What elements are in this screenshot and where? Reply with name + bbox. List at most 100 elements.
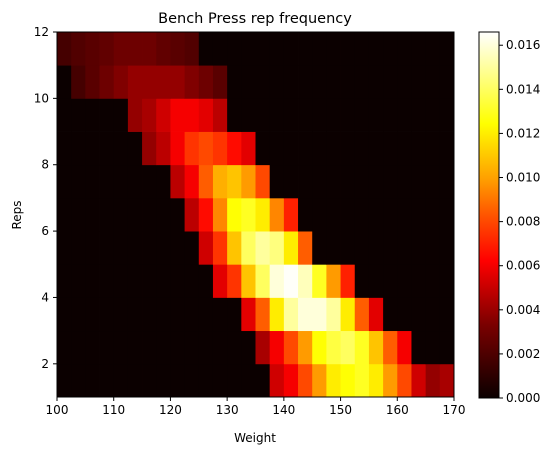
heatmap-cell: [255, 330, 271, 365]
heatmap-cell: [255, 297, 271, 332]
heatmap-cell: [298, 297, 313, 332]
heatmap-cell: [127, 330, 143, 365]
heatmap-cell: [142, 330, 157, 365]
heatmap-cell: [170, 164, 186, 199]
heatmap-cell: [312, 330, 327, 365]
heatmap-cell: [71, 363, 86, 398]
heatmap-cell: [326, 330, 341, 365]
heatmap-cell: [57, 98, 72, 132]
heatmap-cell: [127, 98, 143, 132]
heatmap-cell: [241, 330, 256, 365]
heatmap-cell: [85, 297, 100, 332]
y-tick-label: 8: [41, 158, 49, 172]
heatmap-cell: [368, 65, 384, 99]
heatmap-cell: [99, 98, 115, 132]
heatmap-cell: [439, 297, 455, 332]
heatmap-cell: [340, 131, 356, 166]
heatmap-cell: [298, 330, 313, 365]
heatmap-cell: [283, 363, 299, 398]
heatmap-cell: [156, 65, 171, 99]
heatmap-cell: [127, 65, 143, 99]
heatmap-cell: [113, 131, 129, 166]
heatmap-cell: [312, 264, 327, 298]
heatmap-cell: [269, 264, 285, 298]
heatmap-cell: [212, 164, 228, 199]
colorbar-tick-label: 0.016: [506, 38, 540, 52]
heatmap-cell: [170, 363, 186, 398]
heatmap-cell: [255, 98, 271, 132]
heatmap-cell: [326, 65, 341, 99]
heatmap-cell: [156, 98, 171, 132]
heatmap-cell: [99, 264, 115, 298]
heatmap-cell: [312, 363, 327, 398]
heatmap-cell: [312, 297, 327, 332]
heatmap-cell: [170, 264, 186, 298]
heatmap-cell: [298, 264, 313, 298]
heatmap-cell: [397, 330, 412, 365]
colorbar: [478, 31, 500, 399]
heatmap-cell: [99, 297, 115, 332]
heatmap-cell: [383, 264, 398, 298]
heatmap-cell: [127, 264, 143, 298]
heatmap-cell: [439, 65, 455, 99]
heatmap-cell: [142, 164, 157, 199]
heatmap-cell: [425, 131, 441, 166]
heatmap-cell: [85, 65, 100, 99]
x-tick-label: 170: [443, 403, 466, 417]
x-tick-label: 130: [216, 403, 239, 417]
heatmap-cell: [85, 32, 100, 66]
heatmap-cell: [184, 65, 200, 99]
heatmap-cell: [142, 98, 157, 132]
heatmap-cell: [354, 363, 370, 398]
heatmap-cell: [57, 65, 72, 99]
heatmap-cell: [425, 32, 441, 66]
heatmap-cell: [212, 264, 228, 298]
heatmap-cell: [283, 32, 299, 66]
colorbar-tick-label: 0.014: [506, 82, 540, 96]
heatmap-cell: [198, 197, 214, 232]
heatmap-cell: [326, 363, 341, 398]
colorbar-tick-label: 0.006: [506, 259, 540, 273]
heatmap-cell: [227, 32, 242, 66]
heatmap-cell: [113, 164, 129, 199]
heatmap-cell: [283, 131, 299, 166]
heatmap-cell: [298, 32, 313, 66]
heatmap-cell: [113, 363, 129, 398]
heatmap-cell: [170, 231, 186, 265]
heatmap-cell: [397, 264, 412, 298]
heatmap-cell: [227, 231, 242, 265]
heatmap-cell: [326, 32, 341, 66]
heatmap-cell: [269, 231, 285, 265]
heatmap-cell: [425, 164, 441, 199]
heatmap-cell: [99, 330, 115, 365]
heatmap-cell: [312, 32, 327, 66]
heatmap-cell: [170, 98, 186, 132]
heatmap-cell: [411, 231, 427, 265]
heatmap-cell: [326, 297, 341, 332]
heatmap-cell: [255, 197, 271, 232]
heatmap-cell: [198, 32, 214, 66]
heatmap-cell: [425, 98, 441, 132]
y-tick-label: 6: [41, 224, 49, 238]
heatmap-cell: [71, 330, 86, 365]
heatmap-cell: [85, 98, 100, 132]
heatmap-cell: [298, 363, 313, 398]
heatmap-cell: [127, 164, 143, 199]
colorbar-tick-label: 0.012: [506, 126, 540, 140]
heatmap-cell: [57, 363, 72, 398]
heatmap-cell: [425, 330, 441, 365]
heatmap-cell: [340, 197, 356, 232]
heatmap-cell: [283, 197, 299, 232]
heatmap-cell: [184, 297, 200, 332]
heatmap-cell: [425, 197, 441, 232]
heatmap-cell: [227, 164, 242, 199]
colorbar-tick-label: 0.010: [506, 171, 540, 185]
heatmap-cell: [170, 65, 186, 99]
heatmap-cell: [269, 297, 285, 332]
heatmap-cell: [383, 98, 398, 132]
heatmap-cell: [184, 264, 200, 298]
heatmap-cell: [383, 32, 398, 66]
heatmap-cell: [71, 131, 86, 166]
heatmap-cell: [156, 231, 171, 265]
heatmap-cell: [326, 98, 341, 132]
